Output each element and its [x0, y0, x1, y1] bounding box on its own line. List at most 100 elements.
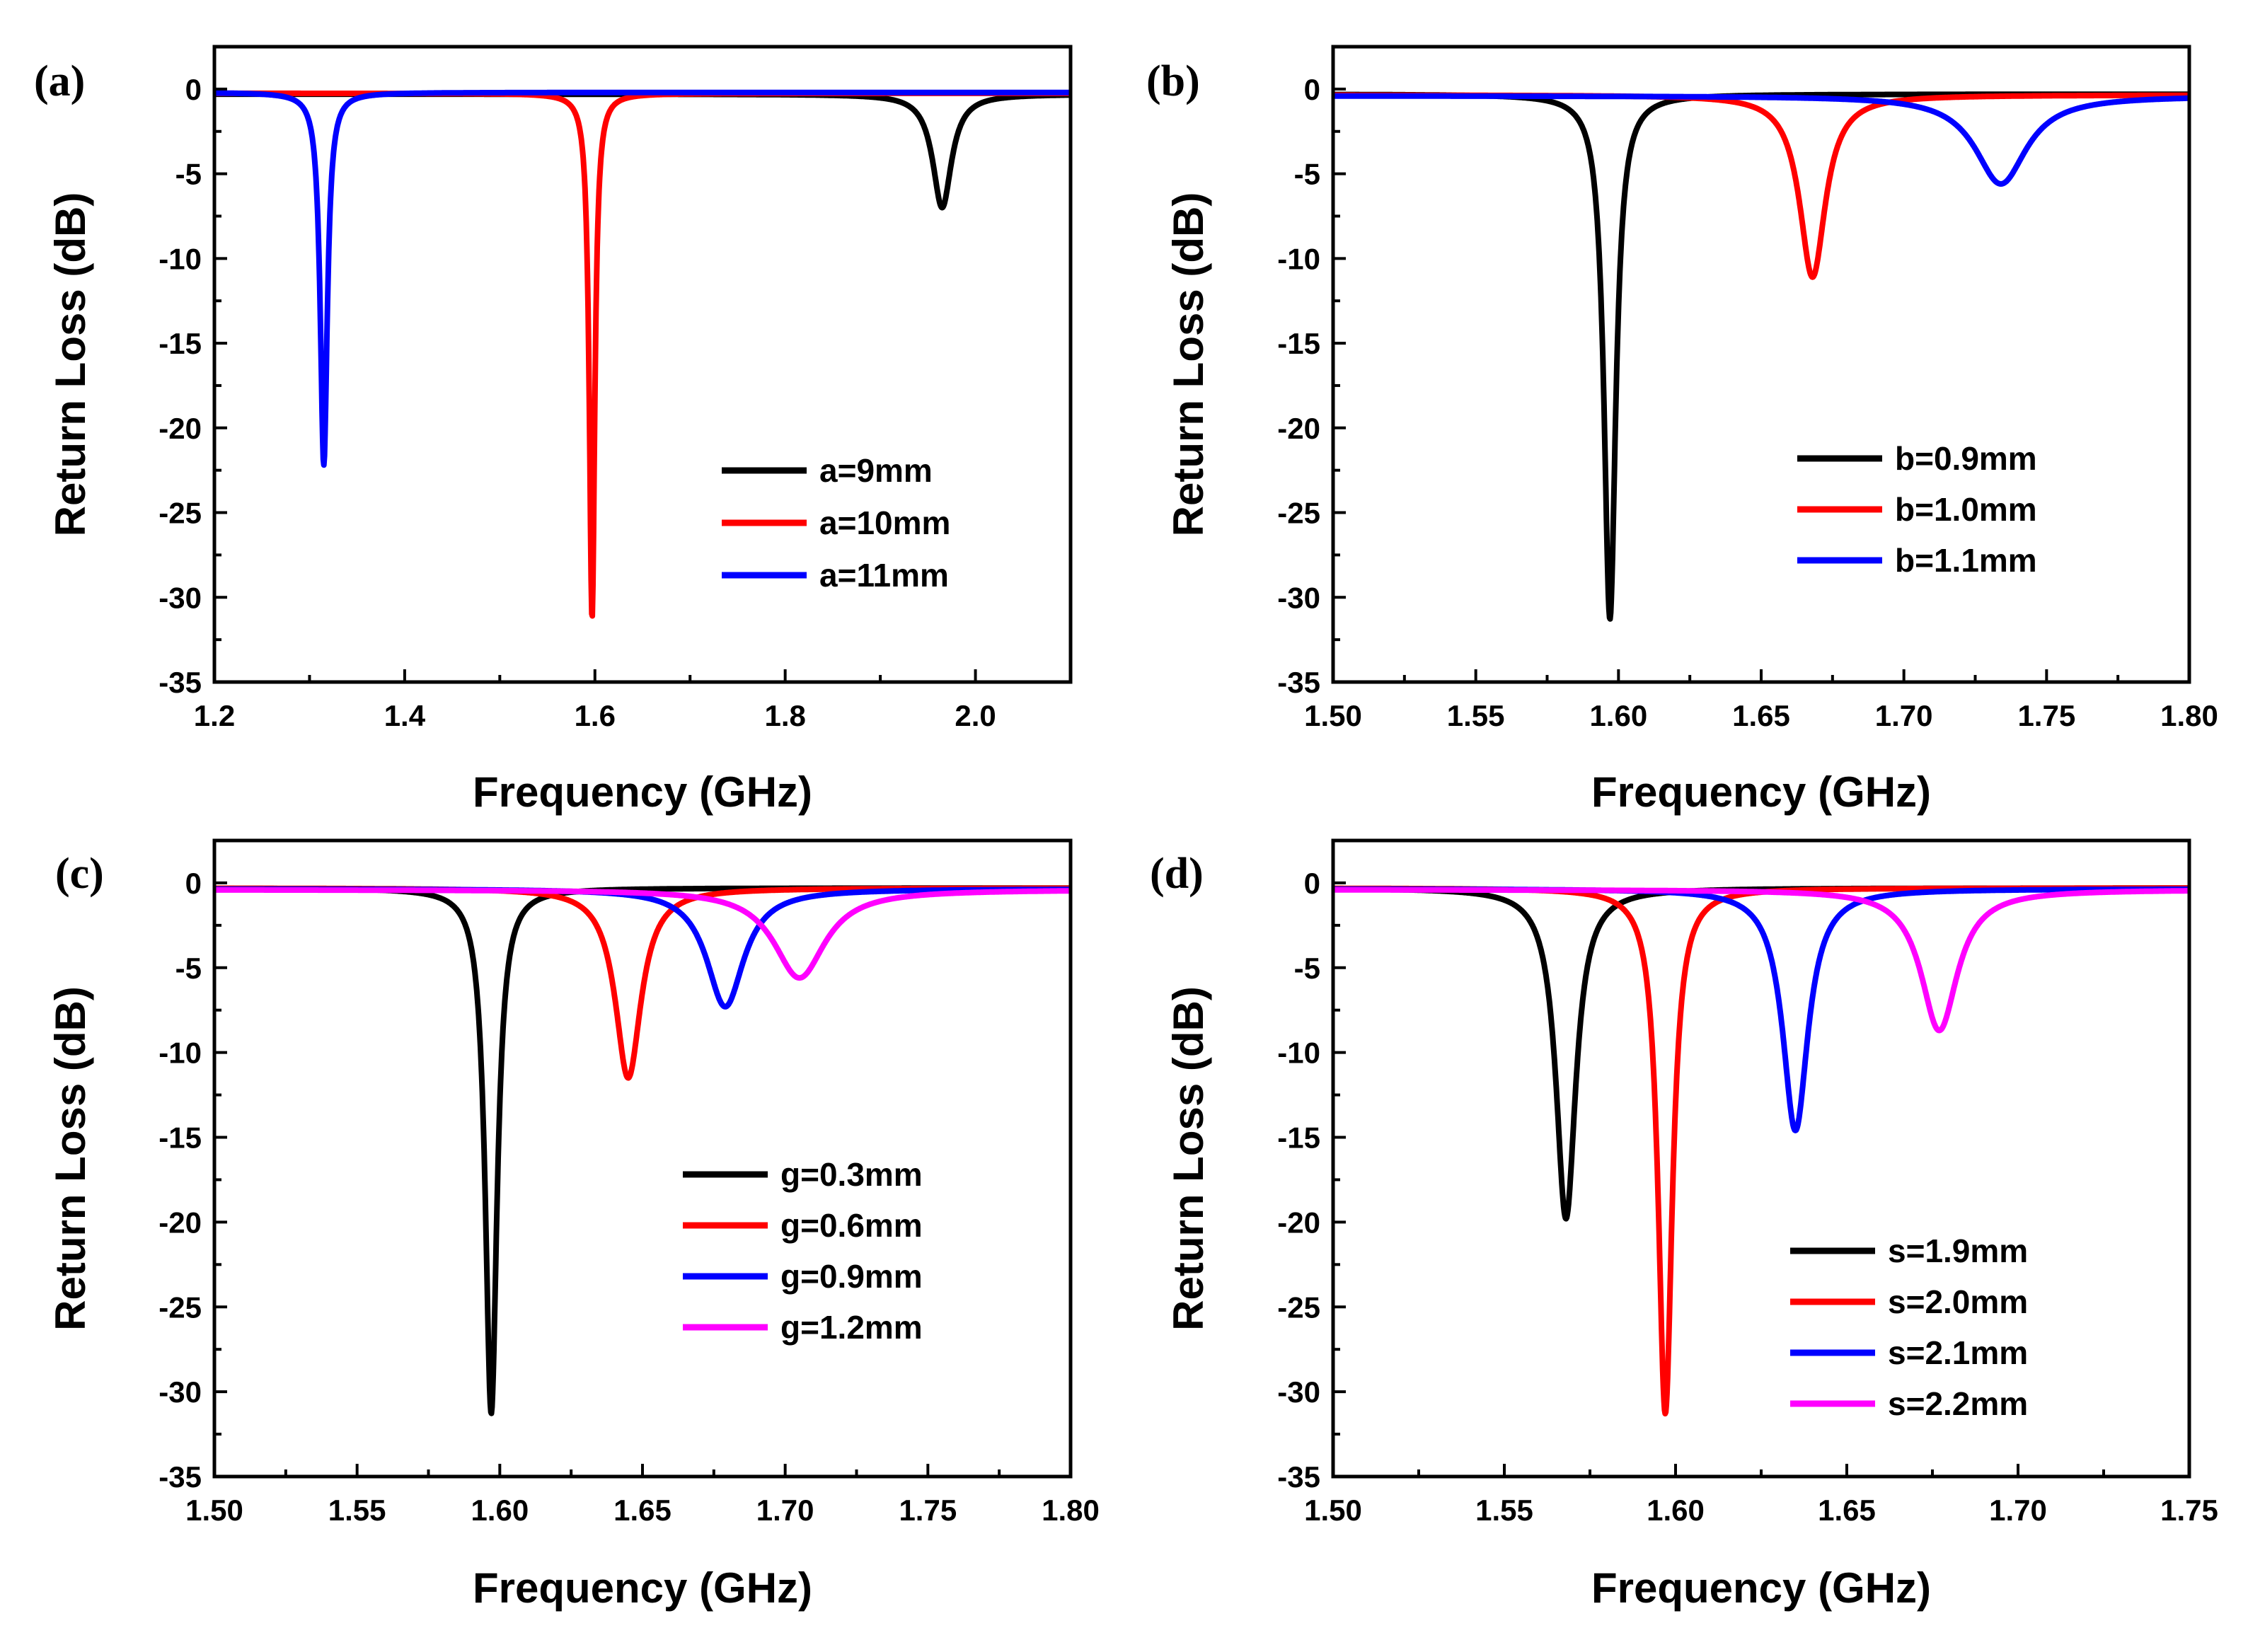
- plot-frame: [212, 838, 1073, 1479]
- series-line-s=2.0mm: [1333, 885, 2189, 1417]
- x-axis-title: Frequency (GHz): [473, 768, 812, 816]
- panel-label: (a): [34, 57, 85, 105]
- y-tick-label: -30: [158, 581, 202, 614]
- y-tick-label: -30: [158, 1375, 202, 1409]
- series-group: [1333, 885, 2189, 1417]
- y-tick-label: -10: [158, 1036, 202, 1070]
- legend-label: g=1.2mm: [780, 1309, 923, 1346]
- x-tick-label: 1.70: [1875, 699, 1933, 732]
- y-tick-label: -15: [158, 327, 202, 360]
- x-tick-label: 1.4: [384, 699, 426, 732]
- y-tick-label: -25: [158, 1290, 202, 1324]
- series-line-b=1.0mm: [1333, 92, 2189, 280]
- series-line-s=2.2mm: [1333, 886, 2189, 1034]
- y-tick-label: -30: [1277, 1375, 1320, 1409]
- x-tick-label: 1.55: [328, 1494, 386, 1527]
- chart-panel-3: 1.50 1.55 1.60 1.65 1.70 1.75 1.80 0 -5 -10 -15 -20…: [47, 838, 1100, 1612]
- x-tick-label: 2.0: [955, 699, 996, 732]
- series-line-g=0.3mm: [214, 885, 1071, 1416]
- x-tick-label: 1.50: [1304, 699, 1362, 732]
- x-tick-label: 1.70: [1989, 1494, 2047, 1527]
- panel-label: (c): [55, 850, 104, 898]
- legend-label: s=2.2mm: [1888, 1385, 2028, 1422]
- series-line-g=1.2mm: [214, 886, 1071, 981]
- y-tick-label: -5: [1294, 952, 1320, 985]
- series-group: [214, 89, 1071, 619]
- y-tick-label: -20: [158, 412, 202, 445]
- legend-label: g=0.3mm: [780, 1156, 923, 1193]
- x-tick-label: 1.60: [1589, 699, 1647, 732]
- legend-label: b=1.0mm: [1895, 491, 2037, 528]
- series-line-s=1.9mm: [1333, 885, 2189, 1222]
- panel-label: (b): [1146, 57, 1200, 105]
- series-line-b=1.1mm: [1333, 93, 2189, 187]
- x-tick-label: 1.75: [2160, 1494, 2218, 1527]
- y-tick-label: -35: [1277, 1460, 1320, 1494]
- legend-label: a=11mm: [819, 557, 949, 594]
- y-tick-label: -35: [158, 1460, 202, 1494]
- series-line-s=2.1mm: [1333, 886, 2189, 1133]
- x-tick-label: 1.75: [2017, 699, 2075, 732]
- legend-label: s=2.1mm: [1888, 1334, 2028, 1371]
- x-tick-label: 1.65: [613, 1494, 671, 1527]
- y-tick-label: 0: [185, 867, 202, 900]
- y-tick-label: 0: [1304, 867, 1320, 900]
- legend-label: a=10mm: [819, 504, 950, 541]
- legend-label: g=0.9mm: [780, 1258, 923, 1295]
- series-group: [1333, 91, 2189, 622]
- y-tick-label: -5: [175, 952, 202, 985]
- y-axis-title: Return Loss (dB): [1165, 192, 1212, 537]
- y-axis-title: Return Loss (dB): [47, 192, 94, 537]
- x-tick-label: 1.80: [2160, 699, 2218, 732]
- x-tick-label: 1.6: [575, 699, 616, 732]
- x-tick-label: 1.2: [194, 699, 235, 732]
- chart-panel-1: 1.2 1.4 1.6 1.8 2.0 0 -5 -10 -15 -20 -25 -30 -35 Freq…: [34, 45, 1073, 816]
- y-tick-label: -25: [1277, 497, 1320, 530]
- y-axis-title: Return Loss (dB): [1165, 986, 1212, 1331]
- x-tick-label: 1.80: [1042, 1494, 1100, 1527]
- legend-label: b=0.9mm: [1895, 440, 2037, 477]
- y-tick-label: 0: [185, 73, 202, 106]
- y-tick-label: -35: [1277, 666, 1320, 699]
- y-tick-label: -15: [1277, 327, 1320, 360]
- y-tick-label: -15: [1277, 1121, 1320, 1155]
- series-line-b=0.9mm: [1333, 91, 2189, 622]
- y-tick-label: -25: [1277, 1290, 1320, 1324]
- series-line-g=0.6mm: [214, 885, 1071, 1081]
- y-tick-label: 0: [1304, 73, 1320, 106]
- x-tick-label: 1.50: [185, 1494, 243, 1527]
- x-axis-title: Frequency (GHz): [1591, 768, 1931, 816]
- y-tick-label: -10: [1277, 1036, 1320, 1070]
- x-axis-title: Frequency (GHz): [1591, 1564, 1931, 1612]
- y-tick-label: -5: [175, 158, 202, 191]
- x-tick-label: 1.55: [1447, 699, 1505, 732]
- chart-panel-4: 1.50 1.55 1.60 1.65 1.70 1.75 0 -5 -10 -15 -20 -25 -…: [1150, 838, 2218, 1612]
- legend-label: g=0.6mm: [780, 1207, 923, 1244]
- series-line-a=11mm: [214, 89, 1071, 468]
- x-tick-label: 1.60: [1647, 1494, 1705, 1527]
- y-tick-label: -25: [158, 497, 202, 530]
- y-tick-label: -20: [158, 1206, 202, 1239]
- y-tick-label: -10: [1277, 242, 1320, 275]
- y-tick-label: -30: [1277, 581, 1320, 614]
- chart-panel-2: 1.50 1.55 1.60 1.65 1.70 1.75 1.80 0 -5 -10 -15 -20…: [1146, 45, 2218, 816]
- x-tick-label: 1.65: [1732, 699, 1790, 732]
- x-tick-label: 1.65: [1818, 1494, 1876, 1527]
- plot-frame: [212, 45, 1073, 684]
- y-tick-label: -20: [1277, 1206, 1320, 1239]
- series-group: [214, 885, 1071, 1416]
- y-tick-label: -10: [158, 242, 202, 275]
- x-tick-label: 1.55: [1475, 1494, 1533, 1527]
- legend-label: s=2.0mm: [1888, 1283, 2028, 1320]
- y-tick-label: -20: [1277, 412, 1320, 445]
- legend-label: a=9mm: [819, 452, 933, 489]
- legend: g=0.3mm g=0.6mm g=0.9mm g=1.2mm: [683, 1156, 923, 1346]
- plot-frame: [1331, 45, 2191, 684]
- y-tick-label: -5: [1294, 158, 1320, 191]
- x-tick-label: 1.75: [899, 1494, 957, 1527]
- y-axis-title: Return Loss (dB): [47, 986, 94, 1331]
- x-tick-label: 1.50: [1304, 1494, 1362, 1527]
- x-tick-label: 1.8: [764, 699, 805, 732]
- x-axis-title: Frequency (GHz): [473, 1564, 812, 1612]
